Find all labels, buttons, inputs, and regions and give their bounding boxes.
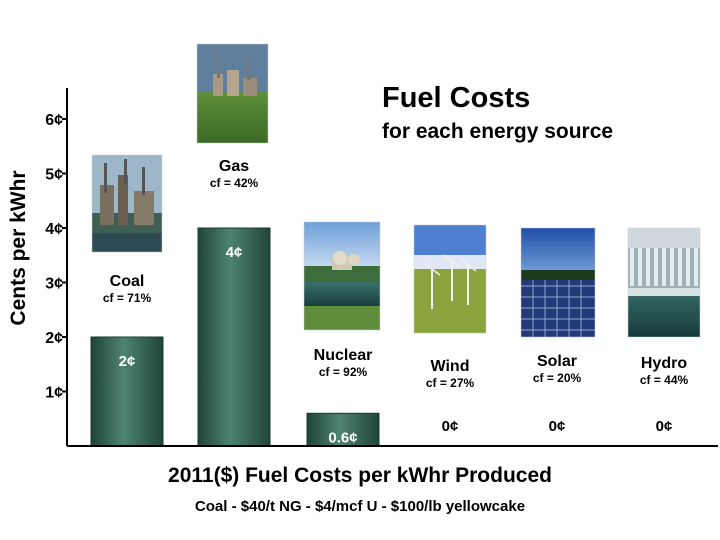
value-label-hydro: 0¢ bbox=[656, 418, 673, 435]
gas-plant-photo bbox=[196, 43, 269, 144]
y-axis-label: Cents per kWhr bbox=[7, 170, 30, 326]
x-axis-label: 2011($) Fuel Costs per kWhr Produced bbox=[168, 464, 552, 487]
category-label-hydro: Hydro bbox=[641, 355, 687, 372]
bar-coal bbox=[90, 336, 164, 447]
chart-subtitle: for each energy source bbox=[382, 120, 614, 143]
value-label-coal: 2¢ bbox=[119, 353, 136, 370]
category-label-gas: Gas bbox=[219, 158, 249, 175]
fuel-price-footnote: Coal - $40/t NG - $4/mcf U - $100/lb yel… bbox=[194, 498, 526, 515]
y-tick-label: 4¢ bbox=[45, 221, 63, 238]
wind-farm-photo bbox=[413, 224, 487, 334]
bar-gas bbox=[197, 227, 271, 447]
category-label-solar: Solar bbox=[537, 353, 577, 370]
y-tick-label: 2¢ bbox=[45, 330, 63, 347]
y-tick-label: 1¢ bbox=[45, 385, 63, 402]
value-label-nuclear: 0.6¢ bbox=[328, 429, 357, 446]
capacity-factor-hydro: cf = 44% bbox=[640, 373, 689, 387]
category-label-coal: Coal bbox=[110, 273, 145, 290]
capacity-factor-wind: cf = 27% bbox=[426, 376, 475, 390]
category-label-nuclear: Nuclear bbox=[314, 347, 373, 364]
y-tick-label: 5¢ bbox=[45, 167, 63, 184]
capacity-factor-nuclear: cf = 92% bbox=[319, 365, 368, 379]
coal-plant-photo bbox=[91, 154, 163, 253]
value-label-gas: 4¢ bbox=[226, 244, 243, 261]
y-tick-label: 3¢ bbox=[45, 276, 63, 293]
bar-nuclear bbox=[306, 412, 380, 447]
value-label-wind: 0¢ bbox=[442, 418, 459, 435]
capacity-factor-coal: cf = 71% bbox=[103, 291, 152, 305]
y-tick-label: 6¢ bbox=[45, 112, 63, 129]
capacity-factor-solar: cf = 20% bbox=[533, 371, 582, 385]
capacity-factor-gas: cf = 42% bbox=[210, 176, 259, 190]
hydro-dam-photo bbox=[627, 227, 701, 338]
value-label-solar: 0¢ bbox=[549, 418, 566, 435]
chart-title: Fuel Costs bbox=[382, 82, 531, 114]
nuclear-plant-photo bbox=[303, 221, 381, 331]
category-label-wind: Wind bbox=[431, 358, 470, 375]
solar-array-photo bbox=[520, 227, 596, 338]
